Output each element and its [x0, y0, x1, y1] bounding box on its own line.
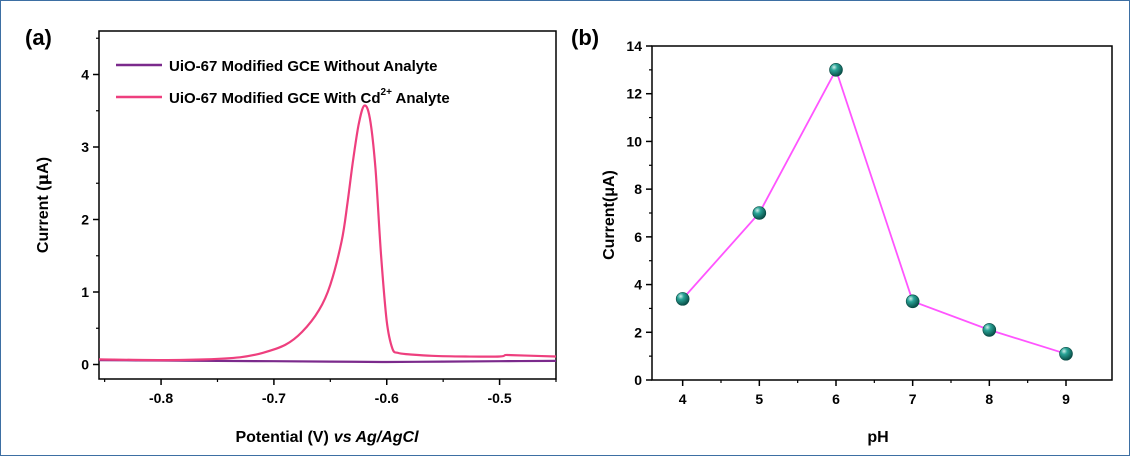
- ph-series-line: [682, 67, 1067, 355]
- panel-a: (a) -0.8 -0.7 -0.6 -0.5 0 1 2 3 4 UiO-67 Modifie…: [25, 25, 557, 446]
- ph-data-point: [1059, 346, 1073, 361]
- panel-b-ytick-label: 14: [626, 38, 642, 54]
- panel-a-ytick-label: 2: [81, 212, 89, 228]
- ph-data-point: [752, 206, 767, 220]
- panel-b-xtick-label: 7: [909, 391, 917, 407]
- legend-label-without-analyte: UiO-67 Modified GCE Without Analyte: [169, 58, 437, 75]
- panel-a-xtick-label: -0.5: [488, 390, 512, 406]
- panel-b-ytick-label: 12: [626, 86, 642, 102]
- panel-b-ytick-label: 2: [634, 324, 642, 340]
- panel-a-legend: UiO-67 Modified GCE Without Analyte UiO-…: [116, 58, 450, 107]
- panel-a-ylabel-prefix: Current (: [35, 185, 52, 253]
- panel-b-frame: [651, 45, 1113, 381]
- panel-b-xtick-label: 4: [679, 391, 687, 407]
- panel-b-ytick-label: 4: [634, 277, 642, 293]
- panel-b-label: (b): [571, 25, 599, 50]
- panel-a-ylabel-suffix: A): [35, 157, 52, 174]
- panel-a-xtick-label: -0.6: [375, 390, 399, 406]
- panel-a-series: [98, 104, 557, 364]
- ph-data-point: [675, 292, 690, 306]
- panel-a-ytick-label: 1: [81, 284, 89, 300]
- legend-label-with-cd-sup: 2+: [381, 87, 393, 98]
- panel-a-xlabel: Potential (V) vs Ag/AgCl: [235, 429, 419, 446]
- panel-a-xlabel-main: Potential (V): [235, 429, 328, 446]
- panel-b-ytick-label: 10: [626, 133, 642, 149]
- panel-b-xlabel: pH: [867, 429, 888, 446]
- panel-b-ytick-label: 8: [634, 181, 642, 197]
- panel-b-ytick-label: 0: [634, 372, 642, 388]
- panel-a-xlabel-italic: vs Ag/AgCl: [334, 429, 419, 446]
- panel-b-xtick-label: 5: [755, 391, 763, 407]
- panel-b-ticks: 4 5 6 7 8 9 0 2 4 6 8 10 12 14: [626, 38, 1070, 407]
- panel-a-ytick-label: 0: [81, 357, 89, 373]
- legend-label-with-cd-suffix: Analyte: [392, 90, 450, 107]
- panel-b-series: [675, 63, 1073, 361]
- panel-a-ylabel-mu: μ: [33, 174, 52, 186]
- legend-label-with-cd-prefix: UiO-67 Modified GCE With Cd: [169, 90, 381, 107]
- panel-b-xtick-label: 9: [1062, 391, 1070, 407]
- panel-b-ytick-label: 6: [634, 229, 642, 245]
- panel-a-ytick-label: 3: [81, 139, 89, 155]
- panel-b-xtick-label: 6: [832, 391, 840, 407]
- ph-data-point: [982, 323, 997, 337]
- panel-a-xtick-label: -0.8: [149, 390, 173, 406]
- panel-b-xtick-label: 8: [985, 391, 993, 407]
- panel-a-xtick-label: -0.7: [262, 390, 286, 406]
- panel-a-label: (a): [25, 25, 52, 50]
- ph-data-point: [905, 294, 920, 309]
- panel-a-frame: [98, 30, 557, 380]
- panel-a-ticks: -0.8 -0.7 -0.6 -0.5 0 1 2 3 4: [81, 37, 557, 406]
- panel-a-ylabel: Current (μA): [33, 157, 52, 253]
- panel-b: (b) 4 5 6 7 8 9 0 2 4 6 8 10 12 14 pH Current(μA): [571, 25, 1113, 446]
- panel-a-ytick-label: 4: [81, 67, 89, 83]
- legend-label-with-cd-analyte: UiO-67 Modified GCE With Cd2+ Analyte: [169, 87, 450, 107]
- series-line-with-cd-analyte: [98, 104, 557, 362]
- ph-data-point: [829, 63, 843, 77]
- panel-b-ylabel: Current(μA): [601, 170, 618, 260]
